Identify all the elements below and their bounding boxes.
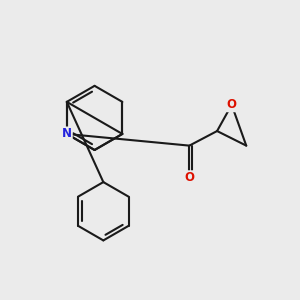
Text: N: N [62, 128, 72, 140]
Text: O: O [184, 171, 194, 184]
Text: O: O [227, 98, 237, 111]
